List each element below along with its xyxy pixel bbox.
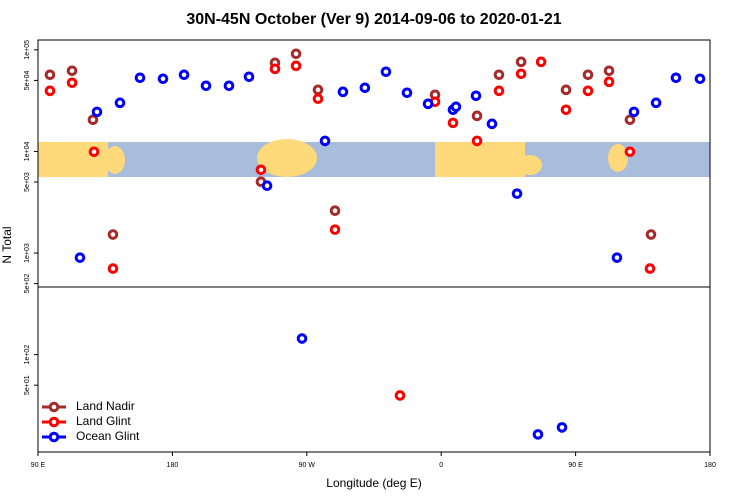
- legend-marker: [48, 401, 60, 413]
- chart-title: 30N-45N October (Ver 9) 2014-09-06 to 20…: [186, 11, 561, 28]
- point: [611, 252, 623, 263]
- point: [624, 114, 636, 126]
- point: [515, 68, 527, 80]
- point: [394, 390, 406, 401]
- point: [694, 73, 706, 85]
- point: [114, 97, 126, 109]
- point: [178, 69, 190, 81]
- x-tick-label: 0: [439, 462, 443, 469]
- point: [603, 76, 615, 88]
- point: [645, 229, 657, 240]
- point: [44, 85, 56, 97]
- point: [624, 146, 636, 158]
- point: [107, 263, 119, 274]
- point: [337, 86, 349, 98]
- point: [261, 180, 273, 191]
- y-tick-label: 5e+04: [24, 70, 31, 90]
- point: [470, 90, 482, 102]
- point: [269, 63, 281, 75]
- point: [471, 135, 483, 147]
- y-tick-label: 1e+02: [24, 345, 31, 365]
- point: [493, 69, 505, 81]
- point: [329, 224, 341, 235]
- point: [296, 333, 308, 344]
- point: [493, 85, 505, 97]
- point: [134, 72, 146, 84]
- point: [532, 429, 544, 440]
- point: [603, 65, 615, 77]
- point: [290, 60, 302, 72]
- x-tick-label: 90 E: [31, 462, 46, 469]
- point: [556, 422, 568, 433]
- point: [200, 80, 212, 92]
- legend-marker: [48, 431, 60, 443]
- point: [359, 82, 371, 94]
- point: [515, 56, 527, 68]
- point: [628, 106, 640, 118]
- x-tick-label: 180: [167, 462, 179, 469]
- y-tick-label: 1e+04: [24, 142, 31, 162]
- point: [511, 188, 523, 199]
- point: [486, 118, 498, 130]
- legend-marker: [48, 416, 60, 428]
- point: [157, 73, 169, 85]
- point: [329, 205, 341, 216]
- y-tick-label: 1e+05: [24, 40, 31, 60]
- x-tick-label: 180: [704, 462, 716, 469]
- point: [44, 69, 56, 81]
- y-axis-label: N Total: [0, 226, 14, 263]
- point: [644, 263, 656, 274]
- point: [91, 106, 103, 118]
- point: [290, 48, 302, 60]
- x-tick-label: 90 E: [568, 462, 583, 469]
- point: [401, 87, 413, 99]
- x-tick-label: 90 W: [299, 462, 316, 469]
- point: [66, 77, 78, 89]
- point: [422, 98, 434, 110]
- legend-label: Land Nadir: [76, 399, 135, 413]
- point: [560, 104, 572, 116]
- point: [650, 97, 662, 109]
- map-band: [38, 142, 710, 177]
- point: [670, 72, 682, 84]
- point: [560, 84, 572, 96]
- point: [87, 114, 99, 126]
- point: [447, 117, 459, 129]
- point: [312, 84, 324, 96]
- point: [66, 65, 78, 77]
- point: [535, 56, 547, 68]
- point: [243, 71, 255, 83]
- y-tick-label: 5e+01: [24, 375, 31, 395]
- y-tick-label: 5e+02: [24, 274, 31, 294]
- point: [107, 229, 119, 240]
- point: [223, 80, 235, 92]
- point: [582, 69, 594, 81]
- point: [471, 110, 483, 122]
- plot-frame: [37, 39, 711, 453]
- y-tick-label: 5e+03: [24, 172, 31, 192]
- point: [88, 146, 100, 158]
- point: [582, 85, 594, 97]
- point: [319, 135, 331, 147]
- legend-label: Land Glint: [76, 414, 131, 428]
- point: [380, 66, 392, 78]
- point: [74, 252, 86, 263]
- point: [255, 164, 267, 176]
- point: [450, 101, 462, 113]
- legend-label: Ocean Glint: [76, 429, 140, 443]
- point: [312, 93, 324, 105]
- x-axis-label: Longitude (deg E): [326, 476, 421, 490]
- y-tick-label: 1e+03: [24, 243, 31, 263]
